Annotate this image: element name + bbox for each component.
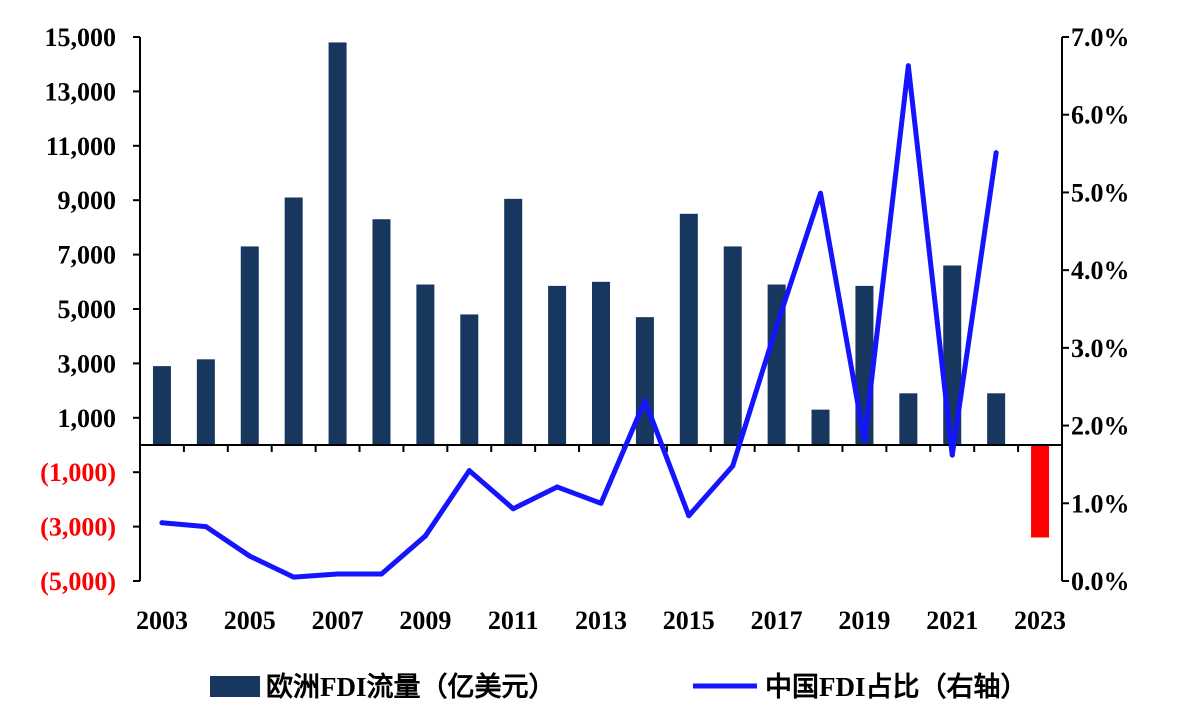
left-y-axis-ticks: 15,000 13,000 11,000 9,000 7,000 5,000 3,000 1,…: [40, 23, 140, 596]
line-point-2014: [642, 398, 648, 404]
left-tick-label: 1,000: [58, 404, 117, 433]
bar-2012: [548, 285, 567, 445]
bar-2007: [328, 42, 347, 445]
legend: 欧洲FDI流量（亿美元） 中国FDI占比（右轴）: [210, 671, 1028, 702]
bar-series-group: [152, 42, 1050, 538]
left-tick-label: 15,000: [45, 23, 117, 52]
left-tick-label: 3,000: [58, 349, 117, 378]
line-point-2021: [949, 452, 955, 458]
x-tick-label: 2003: [136, 606, 188, 635]
legend-bar-label: 欧洲FDI流量（亿美元）: [266, 671, 556, 702]
bar-2004: [196, 359, 215, 445]
line-china-fdi-share: [159, 63, 999, 580]
right-y-axis-ticks: 0.0% 1.0% 2.0% 3.0% 4.0% 5.0% 6.0% 7.0%: [1062, 23, 1130, 596]
bar-2016: [723, 246, 742, 445]
bar-2018: [811, 409, 830, 445]
x-tick-label: 2015: [663, 606, 715, 635]
x-tick-label: 2013: [575, 606, 627, 635]
x-tick-label: 2009: [399, 606, 451, 635]
bar-2014: [635, 317, 654, 445]
right-tick-label: 7.0%: [1071, 23, 1130, 52]
line-series-group: [159, 63, 999, 580]
bar-2003: [152, 366, 171, 445]
line-point-2013: [598, 500, 604, 506]
bar-2013: [592, 281, 610, 445]
legend-item-bar: 欧洲FDI流量（亿美元）: [210, 671, 556, 702]
right-tick-label: 1.0%: [1071, 489, 1130, 518]
right-tick-label: 3.0%: [1071, 334, 1130, 363]
bar-2020: [899, 393, 918, 445]
line-point-2004: [203, 524, 209, 530]
line-point-2003: [159, 520, 165, 526]
left-tick-label: 11,000: [46, 132, 116, 161]
legend-bar-swatch: [210, 676, 260, 697]
bar-2010: [460, 314, 479, 445]
bar-2005: [240, 246, 259, 445]
line-point-2007: [335, 571, 341, 577]
bar-2006: [284, 197, 303, 445]
line-point-2006: [291, 574, 297, 580]
line-point-2015: [686, 513, 692, 519]
right-tick-label: 6.0%: [1071, 101, 1130, 130]
x-tick-label: 2017: [751, 606, 803, 635]
x-tick-label: 2019: [838, 606, 890, 635]
x-tick-label: 2011: [488, 606, 539, 635]
legend-line-label: 中国FDI占比（右轴）: [765, 672, 1028, 702]
x-tick-label: 2005: [224, 606, 276, 635]
bar-2011: [504, 198, 523, 445]
left-tick-label: (5,000): [40, 567, 116, 596]
right-tick-label: 2.0%: [1071, 412, 1130, 441]
bar-2015: [679, 213, 698, 445]
x-tick-label: 2023: [1014, 606, 1066, 635]
left-tick-label: (1,000): [40, 458, 116, 487]
line-point-2010: [466, 468, 472, 474]
left-tick-label: 9,000: [58, 186, 117, 215]
line-point-2022: [993, 150, 999, 156]
line-point-2018: [818, 190, 824, 196]
line-point-2016: [730, 463, 736, 469]
legend-item-line: 中国FDI占比（右轴）: [693, 672, 1028, 702]
left-tick-label: 7,000: [58, 241, 117, 270]
x-tick-label: 2021: [926, 606, 978, 635]
bar-2009: [416, 284, 435, 445]
right-tick-label: 0.0%: [1071, 567, 1130, 596]
line-point-2011: [510, 506, 516, 512]
x-tick-label: 2007: [312, 606, 364, 635]
x-axis-ticks: [139, 445, 1063, 452]
bar-2023: [1031, 445, 1050, 538]
right-tick-label: 5.0%: [1071, 178, 1130, 207]
bar-2022: [987, 393, 1006, 445]
x-axis-tick-labels: 2003 2005 2007 2009 2011 2013 2015 2017 2019 2021…: [136, 606, 1066, 635]
bar-2017: [767, 284, 786, 445]
left-tick-label: 13,000: [45, 77, 117, 106]
left-tick-label: (3,000): [40, 513, 116, 542]
line-point-2009: [422, 533, 428, 539]
line-point-2019: [861, 438, 867, 444]
right-tick-label: 4.0%: [1071, 256, 1130, 285]
line-point-2005: [247, 553, 253, 559]
left-tick-label: 5,000: [58, 295, 117, 324]
line-point-2017: [774, 323, 780, 329]
bar-2008: [372, 219, 391, 445]
line-point-2020: [905, 63, 911, 69]
line-point-2012: [554, 484, 560, 490]
line-point-2008: [378, 571, 384, 577]
